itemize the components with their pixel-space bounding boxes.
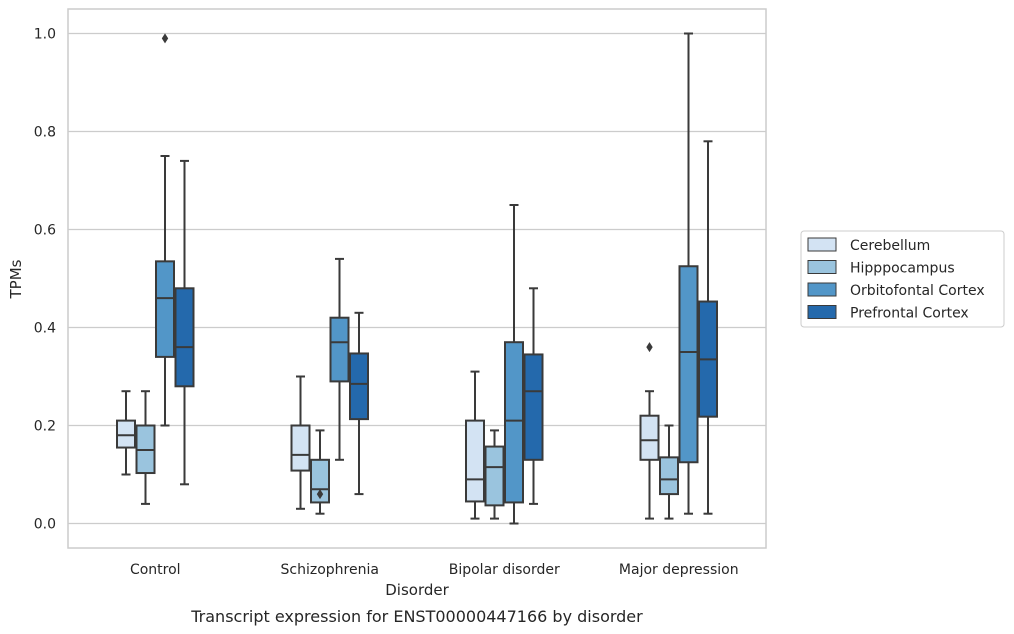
- box-body: [504, 341, 524, 504]
- x-axis-label: Disorder: [385, 581, 449, 599]
- chart-caption: Transcript expression for ENST0000044716…: [190, 607, 643, 626]
- y-tick-label: 0.0: [34, 517, 56, 533]
- box-1-2: [329, 257, 350, 461]
- box-body: [678, 265, 699, 464]
- y-tick-label: 0.6: [34, 223, 56, 239]
- y-tick-label: 1.0: [34, 27, 56, 43]
- legend-frame: [800, 230, 1005, 328]
- box-body: [484, 445, 505, 507]
- box-3-0: [639, 342, 660, 520]
- outlier-point: [316, 489, 324, 500]
- outlier-point: [646, 342, 653, 353]
- box-1-0: [290, 375, 311, 510]
- y-tick-label: 0.4: [34, 321, 56, 337]
- plot-frame: [67, 8, 767, 549]
- y-tick-label: 0.8: [34, 125, 56, 141]
- box-body: [116, 419, 136, 449]
- x-tick-label: Major depression: [619, 562, 739, 578]
- box-1-1: [310, 429, 330, 515]
- x-tick-label: Control: [130, 562, 181, 578]
- box-body: [174, 287, 195, 388]
- box-1-3: [349, 311, 369, 496]
- box-0-2: [155, 33, 175, 427]
- box-body: [329, 316, 350, 383]
- box-2-1: [484, 429, 505, 520]
- box-body: [639, 414, 660, 461]
- box-3-3: [698, 140, 718, 515]
- box-0-3: [174, 159, 195, 486]
- box-body: [290, 424, 311, 472]
- box-3-1: [659, 424, 679, 520]
- box-0-1: [135, 390, 156, 505]
- y-tick-label: 0.2: [34, 419, 56, 435]
- legend-swatch: [807, 305, 837, 319]
- box-body: [349, 352, 369, 421]
- box-body: [465, 419, 485, 503]
- box-0-0: [116, 390, 136, 476]
- legend-label: Orbitofontal Cortex: [850, 283, 985, 299]
- box-2-0: [465, 370, 485, 520]
- box-body: [310, 458, 330, 504]
- y-axis-ticks: 0.0 0.2 0.4 0.6 0.8 1.0: [34, 27, 56, 533]
- box-body: [659, 456, 679, 496]
- x-axis-ticks: Control Schizophrenia Bipolar disorder Majo…: [130, 562, 739, 578]
- legend-swatch: [807, 260, 837, 274]
- box-2-3: [523, 287, 544, 505]
- legend-label: Hipppocampus: [850, 261, 955, 277]
- plot-area: [116, 32, 718, 525]
- x-tick-label: Bipolar disorder: [449, 562, 560, 578]
- legend-swatch: [807, 282, 837, 297]
- box-2-2: [504, 204, 524, 525]
- legend-label: Prefrontal Cortex: [850, 306, 969, 322]
- box-body: [155, 260, 175, 358]
- x-tick-label: Schizophrenia: [281, 562, 379, 578]
- legend-swatch: [807, 237, 837, 252]
- y-axis-label: TPMs: [7, 259, 25, 299]
- box-3-2: [678, 32, 699, 515]
- legend: Cerebellum Hipppocampus Orbitofontal Corte…: [800, 230, 1005, 328]
- legend-label: Cerebellum: [850, 238, 930, 254]
- box-body: [523, 353, 544, 461]
- outlier-point: [161, 33, 169, 44]
